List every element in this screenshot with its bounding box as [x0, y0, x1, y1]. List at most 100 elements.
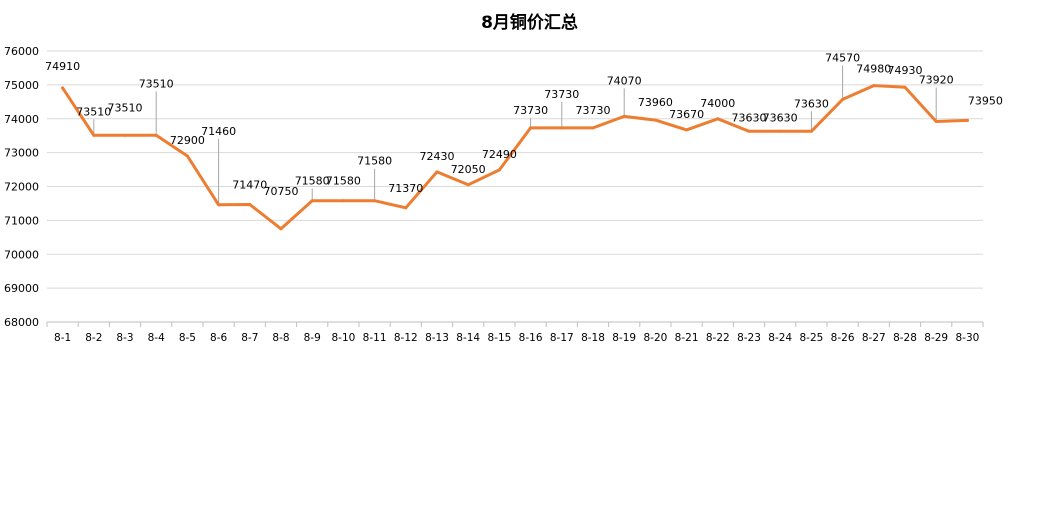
data-label: 73730 [513, 104, 548, 117]
data-label: 71460 [201, 125, 236, 138]
x-tick-label: 8-23 [737, 332, 761, 344]
y-tick-label: 75000 [4, 79, 39, 92]
y-tick-label: 71000 [4, 214, 39, 227]
data-label: 74980 [856, 63, 891, 76]
x-tick-label: 8-9 [304, 332, 321, 344]
data-label: 73960 [638, 96, 673, 109]
data-label: 73730 [544, 88, 579, 101]
data-point [529, 126, 533, 130]
y-tick-label: 68000 [4, 316, 39, 329]
series-line [61, 84, 969, 231]
data-label: 73510 [76, 105, 111, 118]
data-point [154, 133, 158, 137]
x-tick-label: 8-2 [85, 332, 102, 344]
data-point [92, 133, 96, 137]
data-point [404, 206, 408, 210]
x-tick-label: 8-29 [924, 332, 948, 344]
x-tick-label: 8-22 [706, 332, 730, 344]
data-label: 73730 [576, 104, 611, 117]
y-tick-label: 73000 [4, 147, 39, 160]
data-point [185, 154, 189, 158]
x-tick-label: 8-4 [148, 332, 165, 344]
data-point [217, 203, 221, 207]
data-point [965, 118, 969, 122]
x-tick-label: 8-28 [893, 332, 917, 344]
data-label: 72430 [420, 150, 455, 163]
x-tick-label: 8-18 [581, 332, 605, 344]
x-tick-label: 8-27 [862, 332, 886, 344]
data-label: 74000 [700, 97, 735, 110]
data-point [341, 199, 345, 203]
x-tick-label: 8-30 [955, 332, 979, 344]
data-point [373, 199, 377, 203]
y-tick-label: 76000 [4, 45, 39, 58]
data-point [809, 129, 813, 133]
x-tick-label: 8-20 [643, 332, 667, 344]
data-label: 74070 [607, 74, 642, 87]
data-label: 71580 [357, 155, 392, 168]
x-tick-label: 8-10 [331, 332, 355, 344]
data-point [466, 183, 470, 187]
data-point [310, 199, 314, 203]
x-tick-label: 8-8 [272, 332, 289, 344]
x-tick-label: 8-6 [210, 332, 227, 344]
x-tick-label: 8-25 [799, 332, 823, 344]
x-tick-label: 8-17 [550, 332, 574, 344]
x-tick-label: 8-16 [519, 332, 543, 344]
data-label: 73950 [968, 94, 1003, 107]
data-label: 71370 [388, 182, 423, 195]
x-tick-label: 8-14 [456, 332, 480, 344]
data-label: 73630 [732, 111, 767, 124]
data-point [934, 119, 938, 123]
data-point [560, 126, 564, 130]
chart-title: 8月铜价汇总 [481, 13, 578, 33]
x-tick-label: 8-11 [363, 332, 387, 344]
data-point [685, 128, 689, 132]
data-point [497, 168, 501, 172]
data-point [435, 170, 439, 174]
y-tick-label: 69000 [4, 282, 39, 295]
data-point [622, 114, 626, 118]
data-label: 71580 [326, 175, 361, 188]
data-label: 70750 [264, 185, 299, 198]
data-point [872, 84, 876, 88]
data-label: 72900 [170, 134, 205, 147]
x-tick-label: 8-19 [612, 332, 636, 344]
data-point [903, 85, 907, 89]
y-tick-label: 72000 [4, 181, 39, 194]
data-label: 73510 [108, 101, 143, 114]
x-tick-label: 8-24 [768, 332, 792, 344]
data-label: 73630 [794, 97, 829, 110]
data-label: 72050 [451, 163, 486, 176]
data-point [279, 227, 283, 231]
data-point [653, 118, 657, 122]
x-tick-label: 8-1 [54, 332, 71, 344]
data-point [123, 133, 127, 137]
data-label: 73630 [763, 111, 798, 124]
data-point [248, 202, 252, 206]
data-label: 73920 [919, 73, 954, 86]
data-label: 74570 [825, 51, 860, 64]
x-tick-label: 8-7 [241, 332, 258, 344]
data-point [747, 129, 751, 133]
data-label: 74910 [45, 60, 80, 73]
x-tick-label: 8-21 [675, 332, 699, 344]
data-label: 73670 [669, 108, 704, 121]
x-tick-label: 8-5 [179, 332, 196, 344]
data-label: 73510 [139, 77, 174, 90]
data-label: 74930 [888, 64, 923, 77]
x-tick-label: 8-13 [425, 332, 449, 344]
data-point [778, 129, 782, 133]
x-tick-label: 8-26 [831, 332, 855, 344]
data-label: 71470 [232, 178, 267, 191]
data-point [591, 126, 595, 130]
data-point [841, 97, 845, 101]
data-label: 72490 [482, 148, 517, 161]
data-point [61, 86, 65, 90]
data-label: 71580 [295, 175, 330, 188]
data-point [716, 117, 720, 121]
y-tick-label: 74000 [4, 113, 39, 126]
x-tick-label: 8-3 [116, 332, 133, 344]
